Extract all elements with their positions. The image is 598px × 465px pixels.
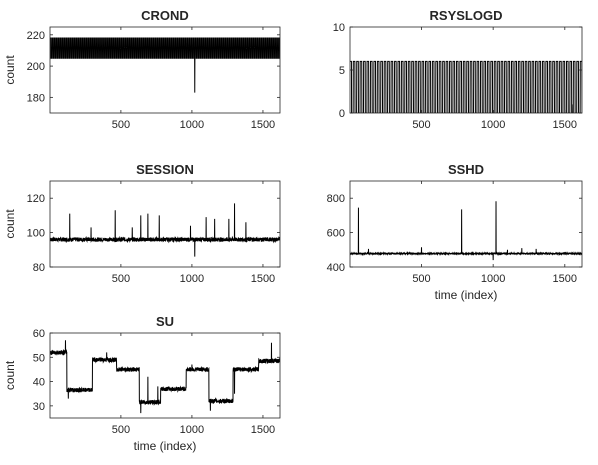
axes-frame — [49, 180, 281, 268]
y-axis-label: count — [3, 209, 17, 239]
y-tick-label: 60 — [33, 328, 45, 340]
axes-frame — [49, 26, 281, 114]
axes-frame — [49, 332, 281, 419]
y-tick-label: 40 — [33, 377, 45, 389]
y-axis-label: count — [3, 360, 17, 390]
y-tick-label: 10 — [333, 22, 345, 34]
x-tick-label: 1000 — [481, 273, 505, 285]
y-tick-label: 50 — [33, 352, 45, 364]
y-tick-label: 100 — [27, 228, 45, 240]
y-tick-label: 5 — [339, 65, 345, 77]
subplot-title: SSHD — [448, 162, 484, 177]
x-tick-label: 500 — [412, 119, 430, 131]
y-tick-label: 600 — [327, 228, 345, 240]
subplot-title: SESSION — [136, 162, 194, 177]
series-line-su — [50, 340, 280, 414]
subplot-su: 500 1000 1500 30 40 50 60 SU count time (index) — [3, 314, 281, 453]
y-tick-label: 180 — [27, 92, 45, 104]
subplot-sshd: 500 1000 1500 400 600 800 SSHD time (index) — [327, 162, 583, 302]
axes-frame — [349, 180, 583, 268]
y-tick-label: 120 — [27, 193, 45, 205]
y-tick-label: 30 — [33, 401, 45, 413]
y-tick-label: 400 — [327, 262, 345, 274]
x-tick-label: 500 — [112, 273, 130, 285]
y-tick-label: 800 — [327, 193, 345, 205]
subplot-title: SU — [156, 314, 174, 329]
x-tick-label: 500 — [112, 424, 130, 436]
x-tick-label: 1000 — [180, 424, 204, 436]
y-tick-label: 80 — [33, 262, 45, 274]
x-tick-label: 1500 — [251, 273, 275, 285]
x-tick-label: 1500 — [553, 119, 577, 131]
x-axis-label: time (index) — [435, 288, 498, 302]
y-tick-label: 220 — [27, 30, 45, 42]
y-tick-label: 0 — [339, 108, 345, 120]
x-tick-label: 1500 — [553, 273, 577, 285]
x-tick-label: 500 — [112, 119, 130, 131]
subplot-title: RSYSLOGD — [430, 8, 503, 23]
x-tick-label: 1000 — [180, 273, 204, 285]
subplot-rsyslogd: 500 1000 1500 0 5 10 RSYSLOGD — [333, 8, 583, 131]
x-tick-label: 1500 — [251, 424, 275, 436]
x-tick-label: 1000 — [180, 119, 204, 131]
x-tick-label: 500 — [412, 273, 430, 285]
series-line-session — [50, 203, 280, 257]
series-line-crond — [50, 37, 280, 93]
series-line-rsyslogd — [350, 60, 582, 113]
subplot-crond: 500 1000 1500 180 200 220 CROND count — [3, 8, 281, 131]
series-line-sshd — [350, 201, 582, 261]
y-axis-label: count — [3, 55, 17, 85]
subplot-title: CROND — [141, 8, 189, 23]
x-tick-label: 1000 — [481, 119, 505, 131]
x-tick-label: 1500 — [251, 119, 275, 131]
subplot-session: 500 1000 1500 80 100 120 SESSION count — [3, 162, 281, 285]
x-axis-label: time (index) — [134, 439, 197, 453]
y-tick-label: 200 — [27, 61, 45, 73]
